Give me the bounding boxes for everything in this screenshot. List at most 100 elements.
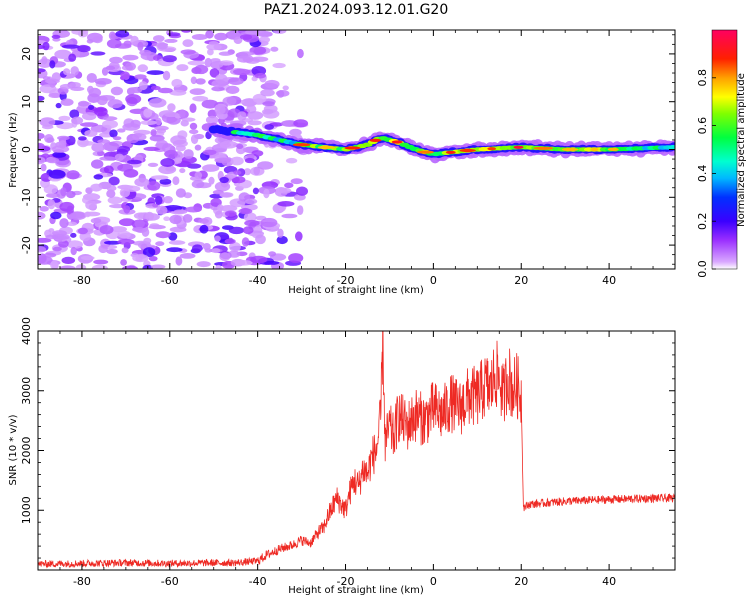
noise-cell [130, 35, 139, 46]
noise-cell [171, 78, 183, 88]
noise-cell [90, 124, 108, 133]
noise-cell [250, 56, 269, 62]
noise-cell [46, 137, 55, 143]
noise-cell [243, 168, 251, 176]
noise-cell [148, 256, 158, 262]
noise-cell [233, 170, 242, 175]
colorbar-tick-label: 0.2 [696, 212, 709, 230]
noise-cell [50, 260, 59, 269]
noise-cell [48, 169, 66, 179]
noise-cell [143, 146, 161, 151]
noise-cell [99, 156, 117, 161]
x-tick-label: 40 [602, 274, 616, 287]
noise-cell [93, 174, 104, 180]
noise-cell [175, 157, 182, 164]
noise-cell [143, 108, 153, 118]
noise-cell [69, 211, 87, 221]
noise-cell [284, 182, 294, 189]
noise-cell [150, 85, 161, 91]
noise-cell [106, 38, 122, 49]
noise-cell [108, 176, 120, 186]
noise-cell [38, 211, 46, 220]
noise-cell [80, 122, 98, 127]
noise-cell [247, 153, 255, 160]
noise-cell [142, 247, 156, 258]
noise-cell [243, 212, 257, 223]
noise-cell [170, 135, 187, 145]
noise-cell [244, 219, 260, 227]
noise-cell [99, 225, 114, 235]
noise-cell [43, 184, 58, 195]
ridge-peak [292, 143, 311, 147]
noise-cell [189, 122, 198, 130]
noise-cell [245, 198, 258, 205]
x-tick-label: -20 [337, 274, 355, 287]
spectrogram-x-ticks: -80 -60 -40 -20 0 20 40 [37, 30, 676, 287]
noise-cell [214, 181, 231, 192]
y-tick-label: 10 [20, 95, 33, 109]
noise-cell [154, 195, 163, 205]
colorbar-gradient [711, 29, 738, 270]
noise-cell [117, 239, 135, 245]
noise-cell [204, 248, 213, 253]
noise-cell [106, 185, 117, 192]
noise-cell [285, 157, 298, 164]
noise-cell [82, 112, 97, 121]
y-tick-label: 1000 [20, 496, 33, 524]
noise-cell [181, 30, 192, 33]
y-tick-label: 0 [20, 146, 33, 153]
x-tick-label: -40 [249, 274, 267, 287]
noise-cell [264, 124, 275, 130]
noise-cell [279, 187, 292, 194]
noise-cell [120, 259, 127, 266]
noise-cell [38, 95, 45, 101]
ridge-peak [344, 146, 361, 150]
noise-cell [127, 87, 143, 94]
spectrogram-y-ticks: -20 -10 0 10 20 [20, 34, 675, 265]
noise-cell [71, 116, 84, 125]
noise-cell [181, 156, 197, 164]
noise-cell [297, 48, 304, 59]
noise-cell [147, 181, 161, 191]
noise-cell [208, 176, 215, 185]
noise-cell [214, 105, 226, 115]
noise-cell [66, 221, 78, 226]
noise-cell [150, 175, 169, 180]
noise-cell [52, 230, 67, 237]
noise-cell [217, 204, 224, 212]
y-tick-label: -20 [20, 236, 33, 254]
noise-cell [47, 199, 56, 210]
noise-cell [58, 239, 69, 248]
x-tick-label: -20 [337, 575, 355, 588]
noise-cell [251, 150, 264, 157]
noise-cell [252, 93, 267, 104]
x-tick-label: 40 [602, 575, 616, 588]
ridge-peak [487, 147, 497, 151]
snr-series-line [38, 331, 675, 569]
noise-cell [162, 70, 171, 81]
noise-cell [45, 78, 60, 84]
noise-cell [175, 188, 186, 198]
colorbar-tick-label: 0.6 [696, 117, 709, 135]
noise-cell [219, 192, 234, 198]
noise-cell [155, 241, 165, 247]
noise-cell [146, 70, 165, 75]
x-tick-label: -40 [249, 575, 267, 588]
noise-cell [41, 124, 54, 130]
noise-cell [137, 41, 144, 52]
colorbar-ticks: 0.0 0.2 0.4 0.6 0.8 [696, 69, 716, 278]
y-tick-label: 3000 [20, 377, 33, 405]
noise-cell [240, 34, 253, 40]
noise-cell [202, 149, 217, 156]
noise-cell [90, 217, 102, 224]
noise-cell [96, 95, 108, 106]
noise-cell [87, 85, 94, 94]
noise-cell [194, 144, 202, 151]
noise-cell [94, 78, 112, 85]
noise-cell [52, 246, 62, 252]
noise-cell [125, 62, 136, 71]
x-tick-label: -80 [73, 274, 91, 287]
spectrogram-panel: -80 -60 -40 -20 0 20 40 -20 -10 0 10 20 Height of … [8, 29, 676, 296]
noise-cell [147, 197, 156, 206]
noise-cell [255, 234, 266, 245]
